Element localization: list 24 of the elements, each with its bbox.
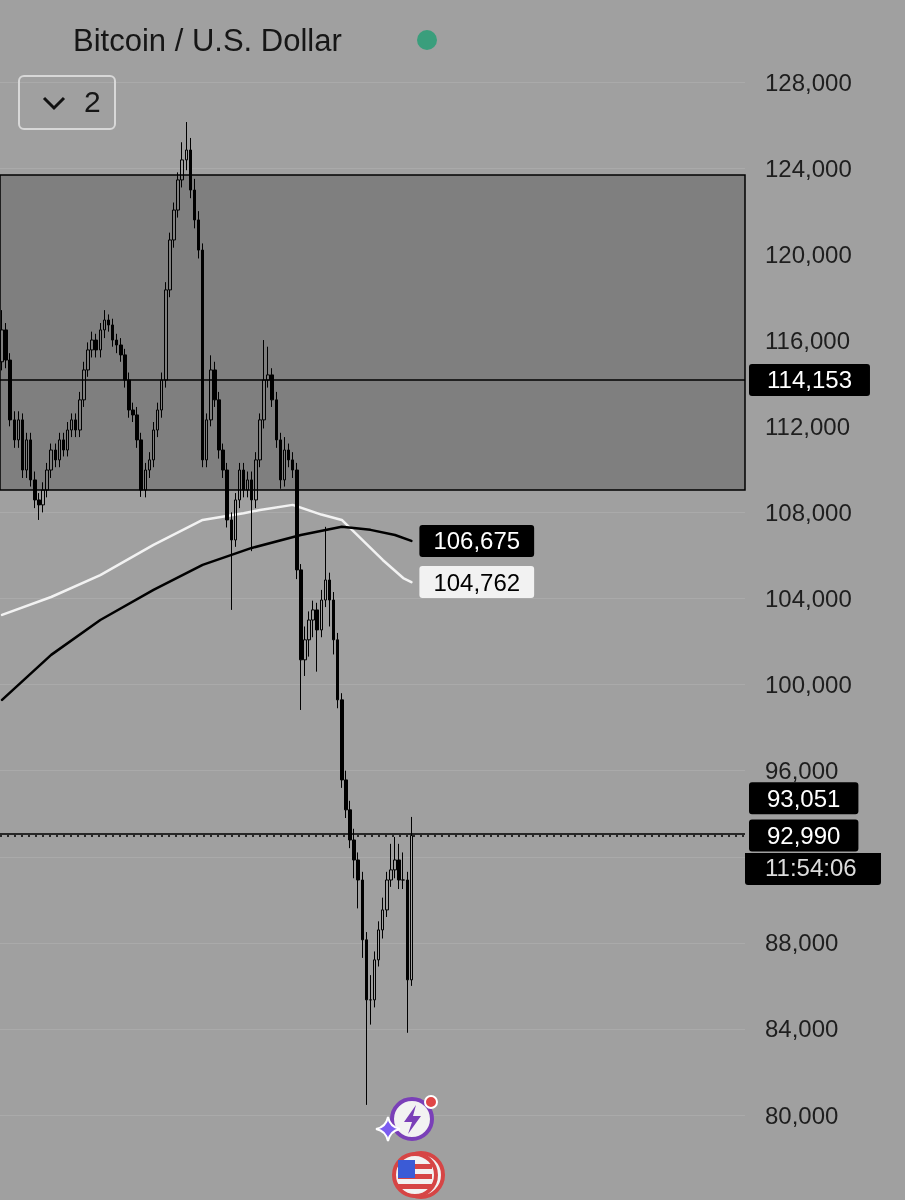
data-label: 104,762: [433, 568, 521, 596]
annotation: 2: [84, 84, 101, 120]
y-tick-label: 88,000: [765, 929, 839, 957]
ref-line-label: 114,153: [767, 366, 852, 394]
y-tick-label: 120,000: [765, 240, 852, 268]
y-tick-label: 112,000: [765, 412, 850, 440]
ref-line-label: 93,051: [767, 784, 841, 812]
candlestick: [283, 436, 286, 488]
y-tick-label: 96,000: [765, 757, 839, 785]
y-tick-label: 100,000: [765, 671, 852, 699]
y-tick-label: 128,000: [765, 68, 852, 96]
line-series: [0, 503, 413, 617]
data-label: 106,675: [433, 527, 521, 555]
candlestick: [58, 432, 61, 468]
ref-line-label: 92,990: [767, 821, 841, 849]
chart-title: Bitcoin / U.S. Dollar: [73, 23, 342, 58]
text: 11:54:06: [745, 853, 881, 886]
y-tick-label: 84,000: [765, 1015, 839, 1043]
candlestick: [21, 412, 24, 479]
y-tick-label: 116,000: [765, 326, 850, 354]
y-tick-label: 104,000: [765, 585, 852, 612]
y-tick-label: 80,000: [765, 1101, 839, 1129]
y-tick-label: 108,000: [765, 498, 852, 526]
y-tick-label: 124,000: [765, 154, 852, 182]
